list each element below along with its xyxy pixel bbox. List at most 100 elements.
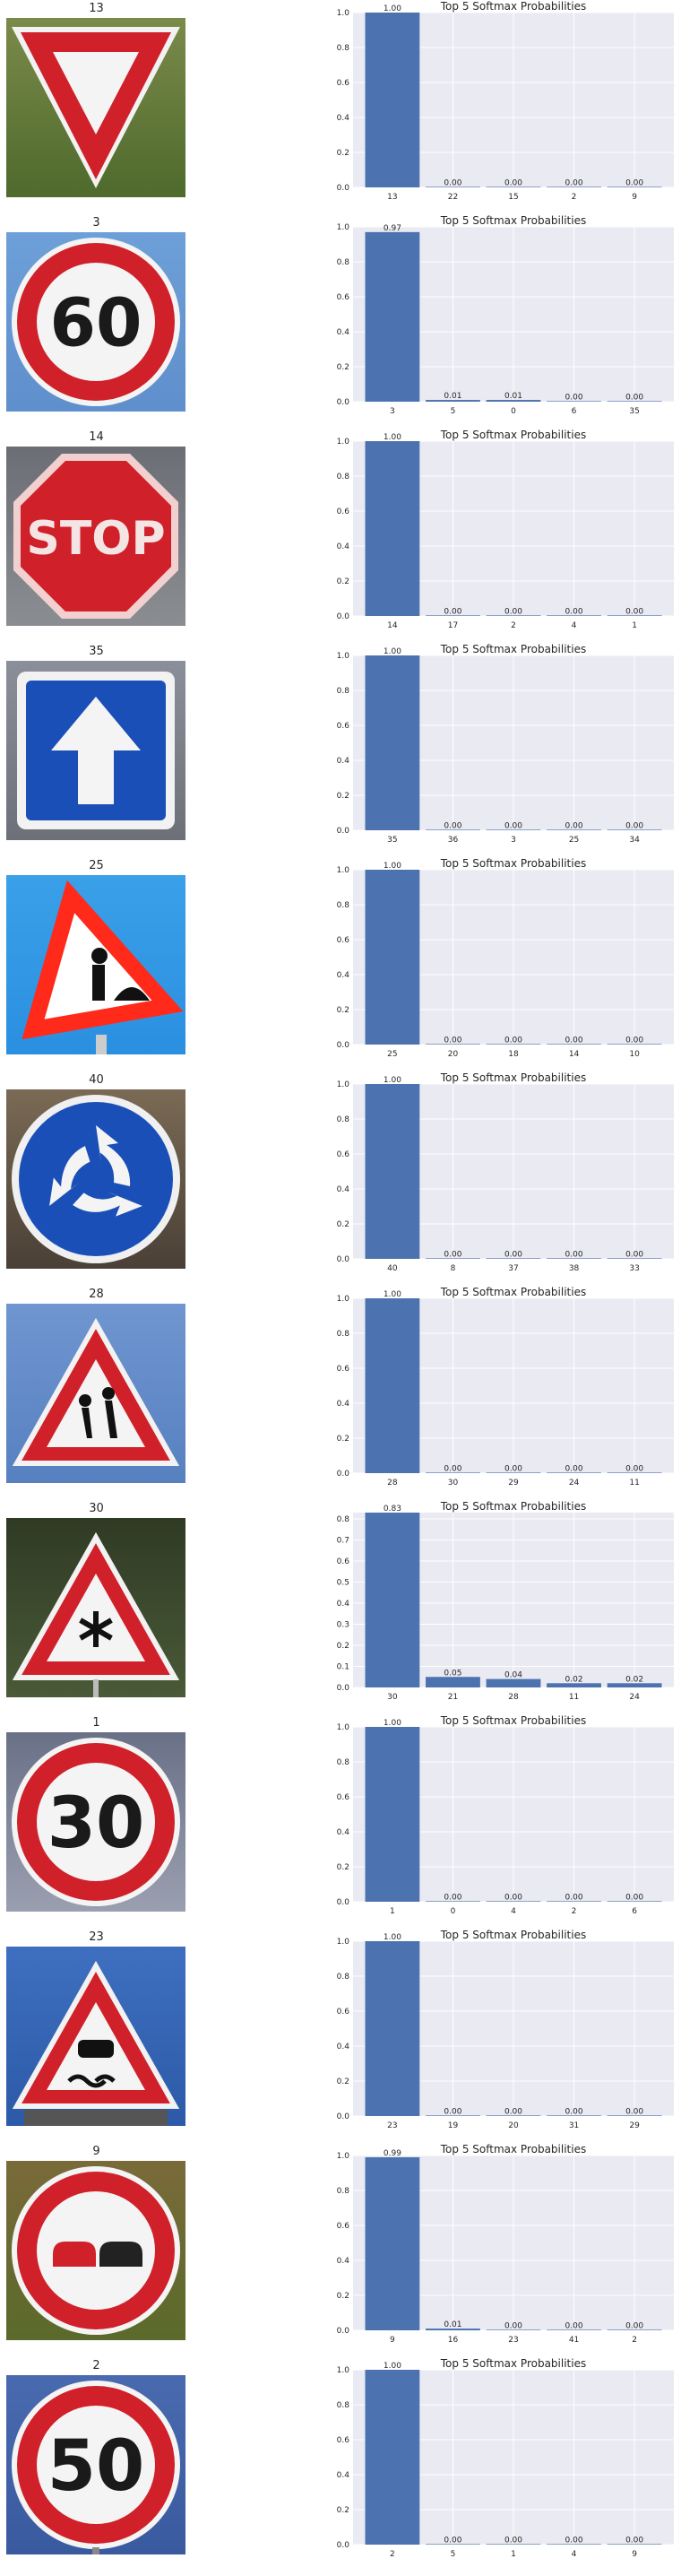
chart-title: Top 5 Softmax Probabilities (440, 1500, 586, 1513)
x-tick-label: 35 (629, 407, 639, 416)
bar (426, 2544, 480, 2545)
softmax-bar-chart: Top 5 Softmax Probabilities 0.0 0.2 0.4 0.6 0… (337, 2357, 674, 2559)
bar-value-label: 0.01 (444, 2320, 461, 2329)
y-tick-label: 1.0 (337, 438, 350, 447)
x-tick-label: 13 (387, 193, 397, 202)
bar (365, 441, 420, 616)
x-tick-label: 16 (448, 2336, 459, 2345)
bar-value-label: 0.00 (565, 393, 583, 402)
x-tick-label: 8 (451, 1264, 456, 1273)
chart-title: Top 5 Softmax Probabilities (440, 2143, 586, 2155)
bar-value-label: 0.00 (565, 2536, 583, 2545)
image-title: 28 (89, 1288, 104, 1301)
prediction-row: 35 Top 5 Softmax Probabilities 0.0 0.2 0.4 0.… (0, 643, 681, 857)
slippery-road-sign-icon (6, 1947, 185, 2126)
chart-title: Top 5 Softmax Probabilities (440, 1714, 586, 1727)
bar-value-label: 0.00 (504, 2536, 522, 2545)
children-crossing-sign-icon (6, 1304, 185, 1483)
y-tick-label: 0.8 (337, 473, 350, 481)
bar-value-label: 0.83 (384, 1505, 401, 1514)
y-tick-label: 0.5 (337, 1579, 349, 1588)
y-tick-label: 0.8 (337, 258, 350, 267)
x-tick-label: 31 (569, 2121, 579, 2130)
x-tick-label: 36 (448, 836, 459, 845)
snow-ice-sign-icon (6, 1518, 185, 1697)
prediction-row: 25 Top 5 Softmax Probabilities 0.0 0.2 0.4 0.… (0, 857, 681, 1071)
bar (365, 1941, 420, 2116)
x-tick-label: 2 (511, 621, 516, 630)
image-title: 30 (89, 1502, 104, 1515)
bar-value-label: 0.00 (565, 821, 583, 830)
bar-value-label: 0.00 (565, 1464, 583, 1473)
bar-value-label: 0.00 (504, 821, 522, 830)
softmax-bar-chart: Top 5 Softmax Probabilities 0.0 0.2 0.4 0.6 0… (337, 1071, 674, 1273)
x-tick-label: 14 (387, 621, 398, 630)
softmax-bar-chart: Top 5 Softmax Probabilities 0.0 0.1 0.2 0.3 0… (337, 1500, 674, 1702)
bar (486, 1472, 541, 1473)
y-tick-label: 0.4 (337, 2471, 350, 2480)
softmax-bar-chart: Top 5 Softmax Probabilities 0.0 0.2 0.4 0.6 0… (337, 1286, 674, 1487)
y-tick-label: 0.6 (337, 2436, 350, 2445)
bar (486, 2115, 541, 2116)
chart-title: Top 5 Softmax Probabilities (440, 643, 586, 655)
y-tick-label: 0.4 (337, 114, 350, 123)
x-tick-label: 0 (511, 407, 516, 416)
y-tick-label: 1.0 (337, 2152, 350, 2161)
bar-value-label: 0.00 (565, 1893, 583, 1902)
x-tick-label: 29 (508, 1479, 519, 1487)
x-tick-label: 33 (629, 1264, 639, 1273)
bar (607, 2544, 662, 2545)
y-tick-label: 0.2 (337, 1863, 349, 1872)
bar-value-label: 0.00 (504, 2107, 522, 2116)
svg-text:60: 60 (50, 285, 142, 362)
bar-value-label: 0.00 (565, 178, 583, 187)
bar (426, 1044, 480, 1045)
bar-value-label: 0.00 (444, 1893, 461, 1902)
bar (426, 829, 480, 830)
y-tick-label: 0.2 (337, 792, 349, 801)
bar-value-label: 0.00 (625, 1036, 643, 1045)
bar (607, 1683, 662, 1687)
bar (365, 2156, 420, 2330)
x-tick-label: 3 (390, 407, 395, 416)
bar (547, 1044, 601, 1045)
y-tick-label: 0.0 (337, 612, 350, 621)
y-tick-label: 0.3 (337, 1621, 349, 1630)
y-tick-label: 1.0 (337, 1938, 350, 1947)
y-tick-label: 0.6 (337, 507, 350, 516)
bar (486, 1044, 541, 1045)
bar (607, 1044, 662, 1045)
bar (365, 13, 420, 187)
bar (486, 1258, 541, 1259)
prediction-row: 23 Top 5 Softmax Probabilities 0.0 0.2 0.4 0.… (0, 1929, 681, 2143)
bar (547, 2544, 601, 2545)
bar (607, 401, 662, 402)
y-tick-label: 0.8 (337, 687, 350, 696)
prediction-row: 14 STOP Top 5 Softmax Probabilities 0.0 0.2 0… (0, 429, 681, 643)
image-title: 14 (89, 430, 104, 444)
softmax-bar-chart: Top 5 Softmax Probabilities 0.0 0.2 0.4 0.6 0… (337, 643, 674, 845)
x-tick-label: 25 (569, 836, 579, 845)
x-tick-label: 34 (629, 836, 640, 845)
y-tick-label: 0.6 (337, 722, 350, 731)
bar-value-label: 0.00 (565, 2107, 583, 2116)
y-tick-label: 0.2 (337, 363, 349, 372)
bar-value-label: 0.00 (444, 1036, 461, 1045)
image-title: 3 (92, 216, 100, 230)
bar (365, 655, 420, 830)
y-tick-label: 0.7 (337, 1537, 349, 1546)
x-tick-label: 20 (448, 1050, 459, 1059)
bar (365, 870, 420, 1045)
x-tick-label: 23 (508, 2336, 518, 2345)
bar-value-label: 1.00 (384, 862, 401, 871)
bar-value-label: 0.00 (444, 821, 461, 830)
y-tick-label: 0.0 (337, 2327, 350, 2336)
bar (365, 2370, 420, 2545)
softmax-bar-chart: Top 5 Softmax Probabilities 0.0 0.2 0.4 0.6 0… (337, 2143, 674, 2345)
prediction-row: 2 50 Top 5 Softmax Probabilities 0.0 0.2 0.4 0… (0, 2357, 681, 2572)
bar-value-label: 0.00 (444, 1464, 461, 1473)
y-tick-label: 0.0 (337, 1470, 350, 1479)
y-tick-label: 0.2 (337, 1642, 349, 1651)
x-tick-label: 2 (390, 2550, 395, 2559)
bar (486, 400, 541, 402)
